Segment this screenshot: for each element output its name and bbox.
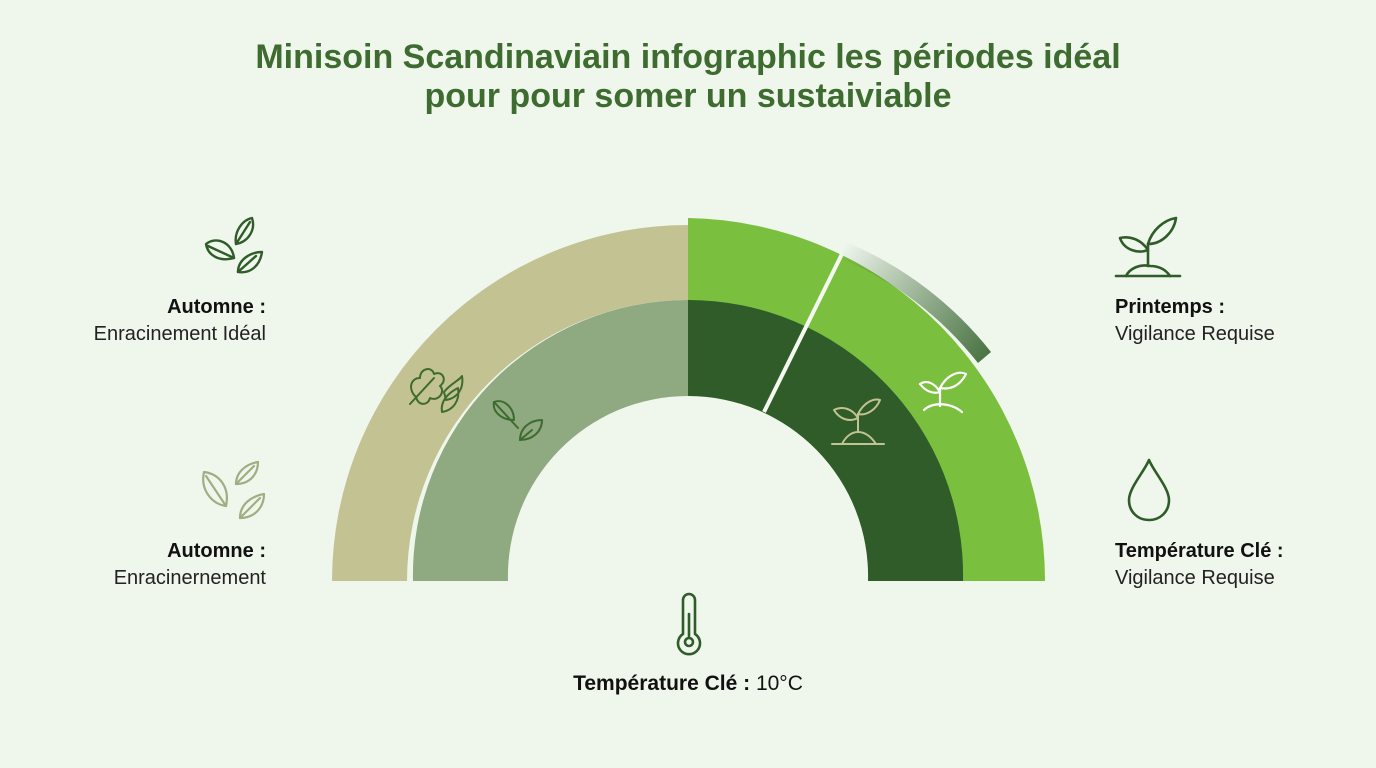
label-autumn-bottom: Automne : Enracinernement: [60, 538, 266, 592]
label-autumn-bottom-text: Enracinernement: [113, 567, 266, 589]
page-title: Minisoin Scandinaviain infographic les p…: [0, 38, 1376, 116]
label-autumn-top-heading: Automne :: [167, 296, 266, 318]
progress-tip-arc: [840, 242, 991, 363]
leaves-icon: [204, 216, 264, 274]
seedling-icon: [918, 371, 968, 414]
spring-inner-segment: [688, 300, 964, 581]
segment-divider: [762, 253, 844, 413]
label-autumn-top: Automne : Enracinement Idéal: [60, 294, 266, 348]
key-temperature: Température Clé : 10°C: [0, 672, 1376, 696]
leaves-icon: [492, 400, 543, 441]
autumn-outer-segment: [332, 225, 688, 581]
label-spring-top-heading: Printemps :: [1115, 296, 1226, 318]
title-line-1: Minisoin Scandinaviain infographic les p…: [255, 38, 1121, 76]
sprout-icon: [1114, 216, 1182, 278]
leaves-outline-icon: [202, 460, 266, 520]
label-autumn-top-text: Enracinement Idéal: [93, 323, 266, 345]
label-temperature-right-heading: Température Clé :: [1115, 540, 1284, 562]
key-temperature-heading: Température Clé :: [573, 672, 751, 695]
label-spring-top-text: Vigilance Requise: [1115, 323, 1275, 345]
key-temperature-value: 10°C: [750, 672, 803, 695]
water-drop-icon: [1127, 458, 1171, 522]
spring-outer-segment: [688, 218, 1045, 581]
autumn-inner-segment: [412, 300, 688, 581]
label-temperature-right-text: Vigilance Requise: [1115, 567, 1275, 589]
title-line-2: pour pour somer un sustaiviable: [424, 77, 952, 115]
thermometer-icon: [676, 592, 702, 656]
sprout-icon: [831, 398, 885, 445]
label-temperature-right: Température Clé : Vigilance Requise: [1115, 538, 1365, 592]
label-spring-top: Printemps : Vigilance Requise: [1115, 294, 1355, 348]
oak-leaf-icon: [409, 368, 464, 413]
label-autumn-bottom-heading: Automne :: [167, 540, 266, 562]
